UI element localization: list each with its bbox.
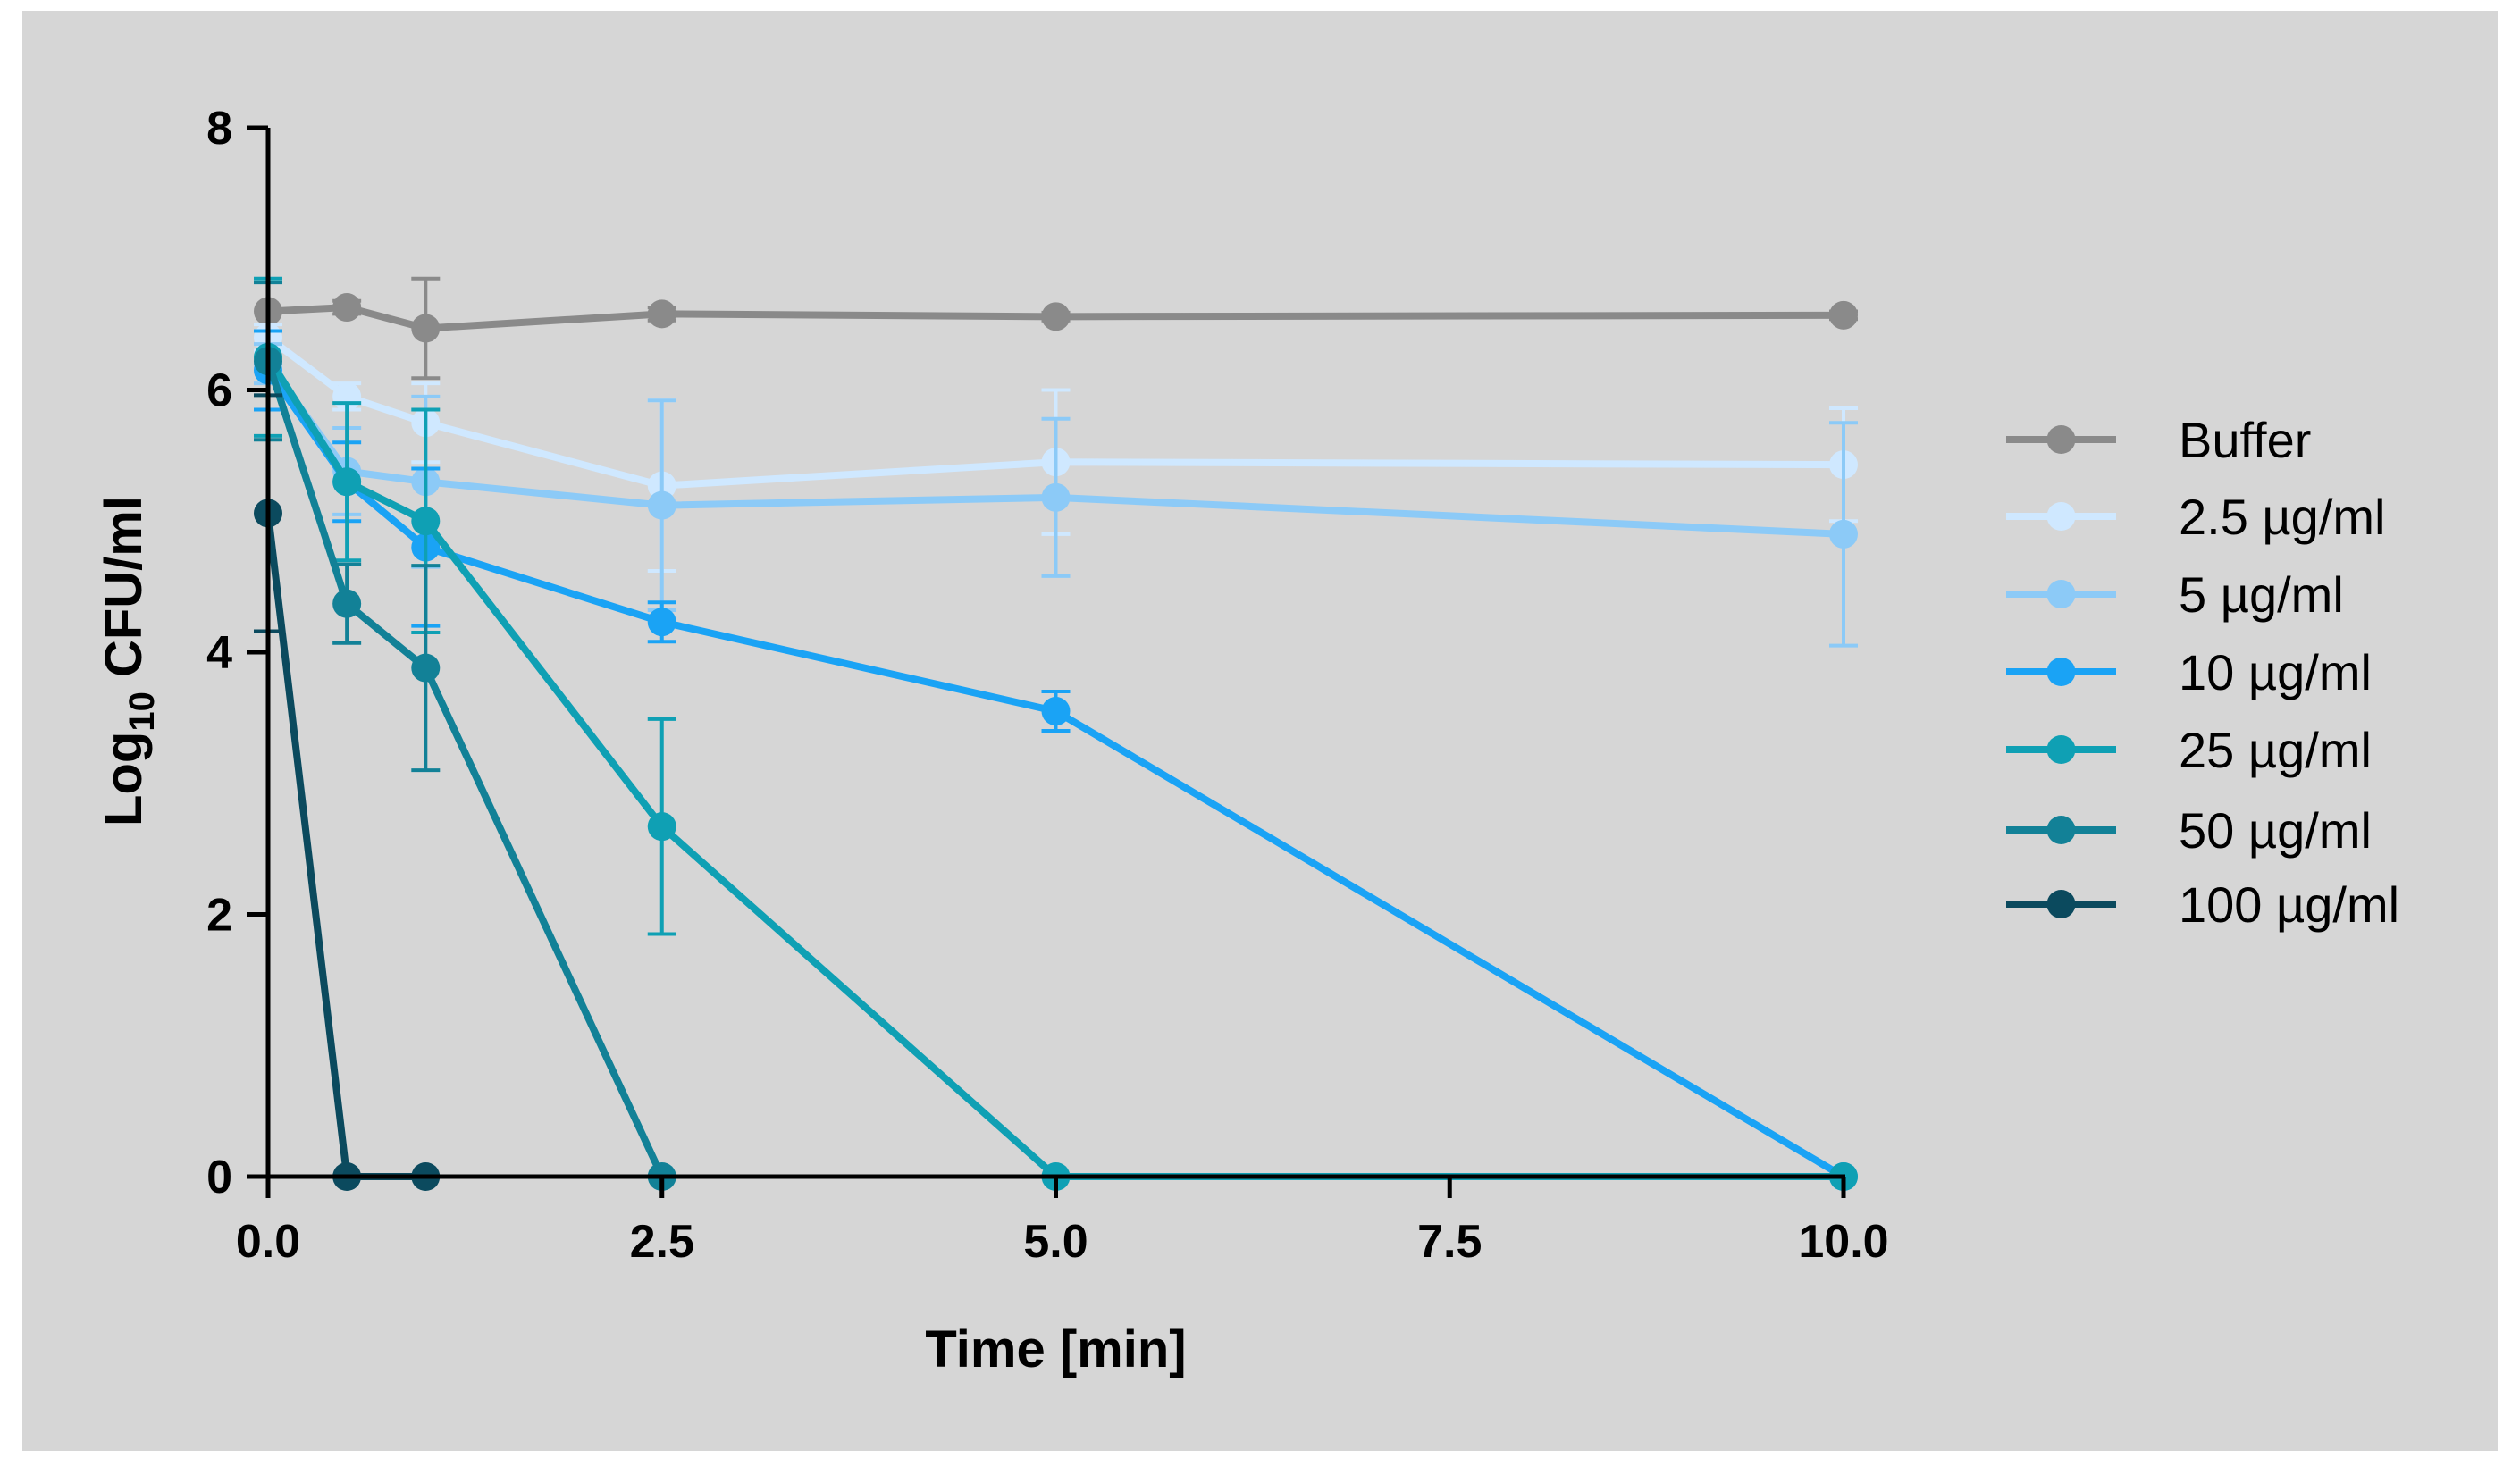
y-tick-label: 8 [206,103,232,155]
data-point [332,467,362,497]
data-point [647,490,676,520]
y-axis-title: Log10 CFU/ml [95,496,162,826]
chart-panel [22,11,2498,1451]
data-point [647,608,676,637]
legend-swatch-marker [2046,580,2076,608]
legend-swatch-marker [2046,890,2076,918]
data-point [411,507,441,536]
legend-swatch-marker [2046,425,2076,454]
y-axis-title-subscript: 10 [122,691,162,732]
series-buffer [254,276,1858,381]
y-tick-label: 0 [206,1152,232,1203]
data-point [332,589,362,618]
legend-label: 10 µg/ml [2179,644,2372,700]
y-tick-label: 2 [206,890,232,942]
series-50-g-ml [254,281,676,1191]
legend-label: 50 µg/ml [2179,802,2372,859]
y-tick-label: 4 [206,627,232,679]
x-axis-title: Time [min] [925,1320,1186,1379]
data-point [647,299,676,329]
legend-swatch-marker [2046,658,2076,686]
legend-label: 5 µg/ml [2179,566,2344,623]
legend-label: 2.5 µg/ml [2179,489,2385,545]
series-layer [254,276,1858,1191]
x-tick-label: 10.0 [1798,1216,1888,1268]
x-tick-label: 2.5 [630,1216,694,1268]
legend-label: Buffer [2179,412,2311,468]
y-axis-title-rest: CFU/ml [95,496,153,691]
series-line [265,359,666,1178]
axes-layer [265,128,1845,1193]
legend-label: 100 µg/ml [2179,876,2399,933]
data-point [1829,300,1858,330]
data-point [1829,519,1858,549]
data-point [1041,697,1071,726]
y-axis-title-base: Log [95,732,153,826]
legend-swatch-marker [2046,735,2076,764]
y-tick-label: 6 [206,365,232,417]
data-point [411,653,441,683]
legend-label: 25 µg/ml [2179,722,2372,778]
legend-swatch-marker [2046,816,2076,844]
data-point [647,812,676,842]
series-line [265,361,1844,538]
data-point [332,293,362,323]
x-tick-label: 0.0 [236,1216,300,1268]
data-point [1041,482,1071,512]
x-tick-label: 5.0 [1023,1216,1088,1268]
series-line [265,334,1844,490]
legend-swatch-marker [2046,502,2076,531]
data-point [1041,302,1071,331]
data-point [411,314,441,343]
x-tick-label: 7.5 [1417,1216,1482,1268]
legend: Buffer 2.5 µg/ml 5 µg/ml 10 µg/ml 25 µg/ml 50… [2006,412,2399,933]
ticks-layer: 0 2 4 6 8 0.0 2.5 5.0 7.5 10.0 [206,103,1889,1268]
